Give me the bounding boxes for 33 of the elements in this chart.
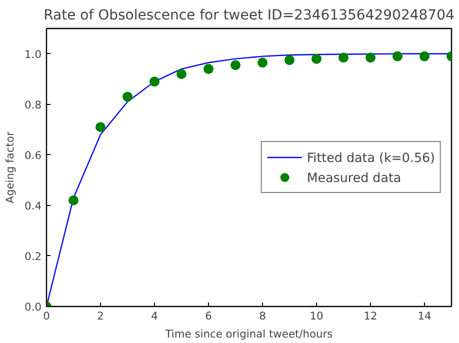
legend-label: Measured data <box>306 170 402 184</box>
point <box>230 60 240 70</box>
chart-title: Rate of Obsolescence for tweet ID=234613564290248704 <box>44 8 454 24</box>
y-axis-title: Ageing factor <box>4 131 17 204</box>
point <box>122 92 132 102</box>
point <box>338 52 348 63</box>
y-tick-label: 0.4 <box>24 199 42 212</box>
point <box>204 64 214 74</box>
x-axis-title: Time since original tweet/hours <box>164 328 334 340</box>
y-tick-label: 0.2 <box>24 250 42 263</box>
point <box>312 54 322 64</box>
point <box>96 122 106 132</box>
y-tick-label: 0.8 <box>24 98 42 112</box>
point <box>366 52 376 63</box>
point <box>420 51 430 62</box>
x-tick-label: 10 <box>310 310 324 322</box>
point <box>284 55 294 66</box>
x-tick-label: 4 <box>151 310 158 322</box>
point <box>176 69 186 79</box>
y-tick-label: 1.0 <box>24 48 42 61</box>
x-tick-label: 8 <box>259 310 266 322</box>
x-tick-label: 2 <box>97 310 104 322</box>
point <box>68 195 78 206</box>
x-tick-label: 14 <box>418 310 432 322</box>
x-tick-label: 12 <box>364 310 378 322</box>
y-tick-label: 0.6 <box>24 148 42 162</box>
y-tick-label: 0.0 <box>24 300 42 314</box>
point <box>258 58 268 68</box>
x-tick-label: 6 <box>205 310 212 322</box>
x-tick-label: 0 <box>43 310 50 322</box>
point <box>392 51 402 62</box>
legend-label: Fitted data (k=0.56) <box>306 150 435 164</box>
point <box>150 76 160 87</box>
